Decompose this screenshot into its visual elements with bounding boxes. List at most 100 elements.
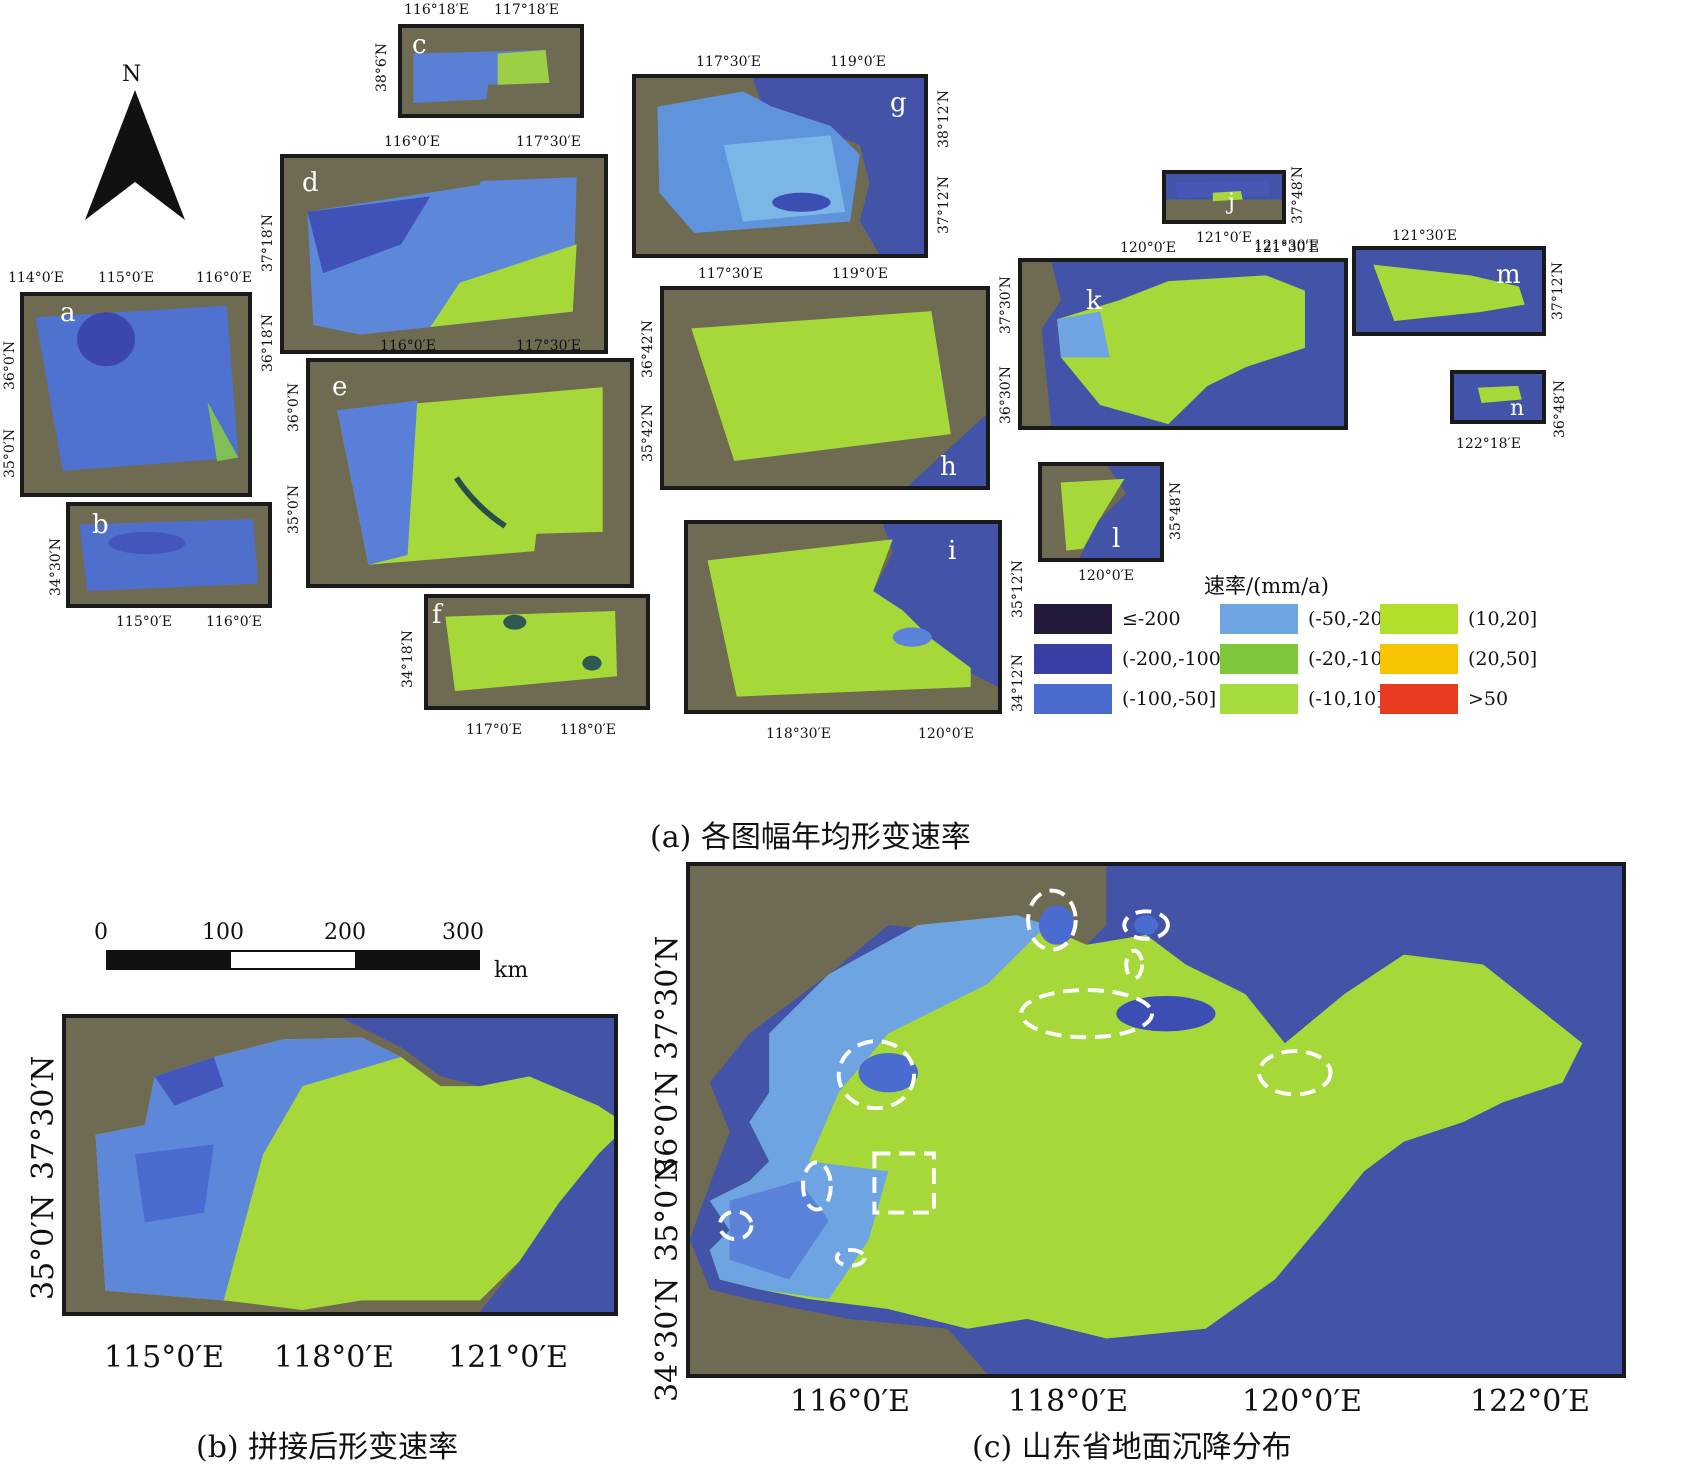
scale-label: 200	[324, 920, 366, 945]
panel-letter: l	[1112, 524, 1121, 554]
tick: 36°48′N	[1552, 379, 1568, 438]
tick: 120°0′E	[1120, 240, 1177, 256]
panel-letter: e	[332, 372, 348, 402]
tick: 35°0′N	[2, 428, 18, 478]
tick: 115°0′E	[98, 270, 155, 286]
tick: 116°0′E	[384, 134, 441, 150]
tick: 120°0′E	[918, 726, 975, 742]
tick: 121°30′E	[1254, 240, 1319, 256]
tick: 121°30′E	[1254, 238, 1319, 254]
legend-label: (20,50]	[1468, 648, 1538, 670]
panel-letter: k	[1086, 286, 1102, 316]
panel-m: m	[1352, 246, 1546, 336]
tick: 35°0′N	[286, 484, 302, 534]
tick: 121°0′E	[1196, 230, 1253, 246]
panel-i: i	[684, 520, 1002, 714]
tick: 120°0′E	[1078, 568, 1135, 584]
tick: 115°0′E	[116, 614, 173, 630]
tick: 121°30′E	[1392, 228, 1457, 244]
axis-tick: 115°0′E	[104, 1340, 225, 1375]
panel-h: h	[660, 286, 990, 490]
axis-tick: 120°0′E	[1242, 1384, 1363, 1419]
panel-a: a	[20, 292, 252, 497]
tick: 36°18′N	[260, 313, 276, 372]
north-arrow: N	[80, 62, 190, 232]
tick: 116°0′E	[196, 270, 253, 286]
tick: 34°30′N	[48, 537, 64, 596]
panel-letter: b	[92, 510, 109, 540]
axis-tick: 116°0′E	[790, 1384, 911, 1419]
panel-j: j	[1162, 170, 1286, 224]
tick: 36°42′N	[640, 319, 656, 378]
axis-tick: 35°0′N	[26, 1194, 61, 1300]
panel-letter: f	[432, 600, 442, 630]
panel-n: n	[1450, 370, 1546, 424]
north-arrow-icon	[85, 90, 185, 220]
legend-swatch	[1034, 604, 1112, 634]
axis-tick: 37°30′N	[650, 935, 685, 1060]
tick: 118°30′E	[766, 726, 831, 742]
tick: 114°0′E	[8, 270, 65, 286]
caption-a: (a) 各图幅年均形变速率	[650, 820, 971, 855]
axis-tick: 37°30′N	[26, 1055, 61, 1180]
tick: 119°0′E	[832, 266, 889, 282]
tick: 36°0′N	[286, 382, 302, 432]
north-label: N	[122, 62, 142, 87]
panel-e: e	[306, 358, 634, 588]
tick: 35°12′N	[1010, 559, 1026, 618]
panel-letter: c	[412, 30, 427, 60]
legend-swatch	[1380, 644, 1458, 674]
tick: 116°0′E	[206, 614, 263, 630]
axis-tick: 35°0′N	[650, 1156, 685, 1262]
caption-b: (b) 拼接后形变速率	[196, 1430, 459, 1465]
panel-letter: d	[302, 168, 319, 198]
tick: 35°42′N	[640, 403, 656, 462]
axis-tick: 34°30′N	[650, 1277, 685, 1402]
tick: 119°0′E	[830, 54, 887, 70]
tick: 37°12′N	[936, 175, 952, 234]
panel-d: d	[280, 154, 608, 354]
panel-l: l	[1038, 462, 1164, 562]
panel-k: k	[1018, 258, 1348, 430]
axis-tick: 122°0′E	[1470, 1384, 1591, 1419]
panel-f: f	[424, 594, 650, 710]
caption-c: (c) 山东省地面沉降分布	[972, 1430, 1292, 1465]
tick: 117°30′E	[516, 338, 581, 354]
map-b	[62, 1014, 618, 1316]
legend-swatch	[1380, 684, 1458, 714]
tick: 117°0′E	[466, 722, 523, 738]
axis-tick: 118°0′E	[1008, 1384, 1129, 1419]
tick: 36°0′N	[2, 340, 18, 390]
tick: 117°30′E	[516, 134, 581, 150]
panel-c: c	[398, 24, 584, 118]
tick: 37°12′N	[1550, 261, 1566, 320]
tick: 118°0′E	[560, 722, 617, 738]
panel-b: b	[66, 502, 272, 608]
tick: 37°18′N	[260, 213, 276, 272]
legend-swatch	[1220, 644, 1298, 674]
tick: 38°6′N	[374, 42, 390, 92]
legend-swatch	[1380, 604, 1458, 634]
legend-label: (-10,10]	[1308, 688, 1384, 710]
tick: 34°18′N	[400, 629, 416, 688]
legend-title: 速率/(mm/a)	[1204, 574, 1329, 598]
scale-bar-segments	[106, 950, 480, 970]
legend-label: ≤-200	[1122, 608, 1181, 630]
scale-label: 100	[202, 920, 244, 945]
tick: 36°30′N	[998, 365, 1014, 424]
legend-label: (-50,-20]	[1308, 608, 1391, 630]
legend-label: (-100,-50]	[1122, 688, 1217, 710]
scale-bar: 0 100 200 300 km	[90, 920, 550, 990]
scale-label: 300	[442, 920, 484, 945]
panel-letter: m	[1496, 260, 1521, 290]
legend-swatch	[1034, 644, 1112, 674]
tick: 37°48′N	[1290, 165, 1306, 224]
tick: 34°12′N	[1010, 653, 1026, 712]
legend-swatch	[1220, 604, 1298, 634]
panel-letter: a	[60, 298, 76, 328]
legend-label: (-200,-100]	[1122, 648, 1229, 670]
legend-label: >50	[1468, 688, 1509, 710]
scale-label: 0	[94, 920, 108, 945]
legend-label: (10,20]	[1468, 608, 1538, 630]
tick: 116°0′E	[380, 338, 437, 354]
